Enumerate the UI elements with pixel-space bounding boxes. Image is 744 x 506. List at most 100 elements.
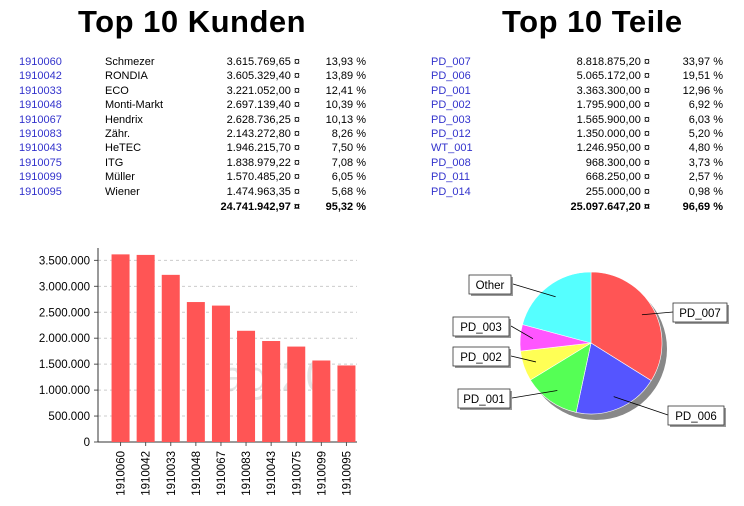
table-row: 1910095 Wiener 1.474.963,35 ¤ 5,68 % (0, 185, 380, 200)
table-row: 1910067 Hendrix 2.628.736,25 ¤ 10,13 % (0, 113, 380, 128)
table-row: WT_001 1.246.950,00 ¤ 4,80 % (380, 141, 744, 156)
pie-slice (575, 342, 652, 415)
row-percent: 3,73 % (688, 156, 723, 169)
pie-label-box (672, 302, 728, 323)
bar (287, 346, 306, 442)
row-percent: 10,39 % (325, 99, 366, 112)
row-percent: 12,41 % (325, 84, 366, 97)
row-name: Müller (105, 171, 135, 184)
table-row: PD_012 1.350.000,00 ¤ 5,20 % (380, 127, 744, 142)
row-percent: 6,05 % (331, 171, 366, 184)
row-amount: 668.250,00 ¤ (585, 171, 650, 184)
row-amount: 2.697.139,40 ¤ (226, 99, 300, 112)
row-id-link[interactable]: WT_001 (431, 142, 473, 155)
table-row: PD_011 668.250,00 ¤ 2,57 % (380, 170, 744, 185)
bar (211, 305, 230, 442)
row-id-link[interactable]: 1910075 (19, 156, 62, 169)
row-id-link[interactable]: PD_002 (431, 99, 471, 112)
pie-slice (590, 271, 663, 382)
top-parts-title: Top 10 Teile (502, 4, 683, 39)
row-id-link[interactable]: 1910043 (19, 142, 62, 155)
row-percent: 7,50 % (331, 142, 366, 155)
row-percent: 19,51 % (682, 70, 723, 83)
row-amount: 1.350.000,00 ¤ (576, 128, 650, 140)
y-tick-label: 3.000.000 (39, 281, 90, 293)
row-amount: 255.000,00 ¤ (585, 185, 650, 198)
pie-label: PD_006 (675, 411, 717, 423)
table-row: PD_007 8.818.875,20 ¤ 33,97 % (380, 55, 744, 70)
row-id-link[interactable]: PD_011 (431, 171, 470, 184)
row-id-link[interactable]: PD_006 (431, 70, 471, 83)
table-row: 1910033 ECO 3.221.052,00 ¤ 12,41 % (0, 84, 380, 99)
pie-label-box (457, 388, 511, 409)
y-tick-label: 1.500.000 (39, 359, 90, 371)
x-tick-label: 1910095 (341, 451, 353, 496)
row-amount: 1.474.963,35 ¤ (226, 185, 300, 198)
y-tick-label: 2.500.000 (39, 307, 90, 319)
pie-slice (522, 271, 592, 344)
x-tick-label: 1910075 (291, 451, 303, 496)
row-amount: 3.363.300,00 ¤ (576, 84, 650, 97)
table-row: 1910075 ITG 1.838.979,22 ¤ 7,08 % (0, 156, 380, 171)
row-id-link[interactable]: 1910042 (19, 70, 62, 83)
row-id-link[interactable]: PD_003 (431, 113, 471, 126)
row-amount: 1.795.900,00 ¤ (576, 99, 650, 112)
table-row: 1910042 RONDIA 3.605.329,40 ¤ 13,89 % (0, 69, 380, 84)
row-id-link[interactable]: PD_008 (431, 156, 471, 169)
total-amount: 24.741.942,97 ¤ (220, 201, 300, 213)
customer-revenue-bar-chart: 0 500.000 1.000.000 1.500.000 2.000.000 2.500… (39, 248, 357, 496)
bar (161, 274, 180, 442)
pie-leader-line (510, 355, 537, 363)
row-amount: 5.065.172,00 ¤ (576, 70, 650, 83)
row-amount: 1.946.215,70 ¤ (226, 142, 300, 155)
row-id-link[interactable]: 1910095 (19, 185, 62, 198)
row-id-link[interactable]: PD_012 (431, 128, 471, 140)
row-id-link[interactable]: 1910048 (19, 99, 62, 112)
bar (111, 254, 130, 442)
table-row: PD_014 255.000,00 ¤ 0,98 % (380, 185, 744, 200)
x-tick-label: 1910042 (141, 451, 153, 496)
row-id-link[interactable]: 1910099 (19, 171, 62, 184)
x-tick-label: 1910043 (266, 451, 278, 496)
row-amount: 8.818.875,20 ¤ (576, 56, 650, 68)
table-row: 1910099 Müller 1.570.485,20 ¤ 6,05 % (0, 170, 380, 185)
row-id-link[interactable]: PD_001 (431, 84, 471, 97)
row-id-link[interactable]: PD_014 (431, 185, 471, 198)
table-row: PD_006 5.065.172,00 ¤ 19,51 % (380, 69, 744, 84)
y-tick-label: 500.000 (48, 411, 90, 423)
total-row: 25.097.647,20 ¤ 96,69 % (380, 200, 744, 215)
row-id-link[interactable]: 1910033 (19, 84, 62, 97)
row-name: Schmezer (105, 56, 155, 68)
row-amount: 3.221.052,00 ¤ (226, 84, 300, 97)
top-parts-table: PD_007 8.818.875,20 ¤ 33,97 % PD_006 5.065.1… (380, 0, 744, 240)
pie-label-box (452, 316, 510, 337)
pie-label: PD_007 (679, 308, 721, 320)
table-row: 1910060 Schmezer 3.615.769,65 ¤ 13,93 % (0, 55, 380, 70)
table-row: 1910083 Zähr. 2.143.272,80 ¤ 8,26 % (0, 127, 380, 142)
row-id-link[interactable]: PD_007 (431, 56, 471, 68)
total-amount: 25.097.647,20 ¤ (570, 201, 650, 213)
row-name: HeTEC (105, 142, 142, 155)
row-percent: 6,92 % (688, 99, 723, 112)
row-amount: 1.570.485,20 ¤ (226, 171, 300, 184)
pie-leader-line (641, 311, 674, 316)
row-id-link[interactable]: 1910083 (19, 128, 62, 140)
row-amount: 968.300,00 ¤ (585, 156, 650, 169)
row-amount: 1.246.950,00 ¤ (576, 142, 650, 155)
row-id-link[interactable]: 1910067 (19, 113, 62, 126)
y-tick-label: 0 (84, 437, 90, 449)
total-percent: 96,69 % (682, 201, 723, 213)
row-percent: 5,20 % (688, 128, 723, 140)
bar (262, 341, 281, 442)
row-percent: 13,93 % (325, 56, 366, 68)
table-row: 1910043 HeTEC 1.946.215,70 ¤ 7,50 % (0, 141, 380, 156)
row-percent: 6,03 % (688, 113, 723, 126)
row-percent: 13,89 % (325, 70, 366, 83)
row-amount: 3.615.769,65 ¤ (226, 56, 300, 68)
row-id-link[interactable]: 1910060 (19, 56, 62, 68)
x-tick-label: 1910033 (166, 451, 178, 496)
y-tick-label: 3.500.000 (39, 255, 90, 267)
y-tick-label: 2.000.000 (39, 333, 90, 345)
bar (186, 302, 205, 442)
bar (312, 360, 331, 442)
